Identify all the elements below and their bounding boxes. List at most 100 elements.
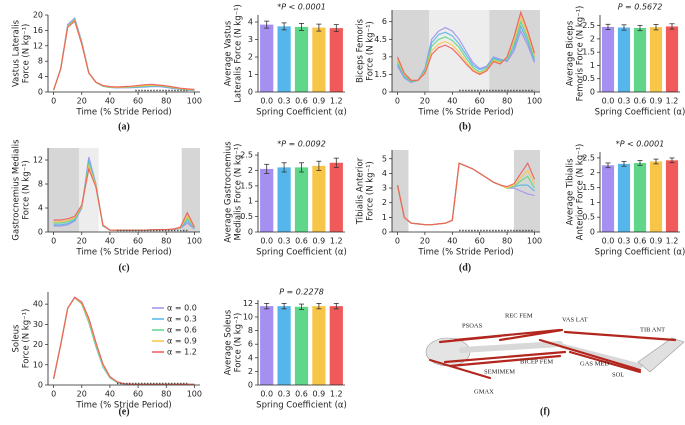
- bar: [277, 167, 291, 232]
- x-tick-label: 40: [105, 97, 115, 106]
- y-axis-label: Force (N kg⁻¹): [22, 160, 32, 220]
- y-tick-label: 2: [248, 367, 253, 376]
- x-axis-label: Spring Coefficient (α): [256, 108, 347, 118]
- x-tick-label: 0.0: [260, 390, 273, 399]
- bar: [260, 306, 274, 385]
- bar: [633, 28, 647, 92]
- bar: [617, 27, 631, 93]
- y-axis-label: Average Vastus: [224, 20, 234, 86]
- x-tick-label: 0.0: [602, 97, 615, 106]
- x-tick-label: 80: [161, 237, 171, 246]
- y-axis-label: Anterior Force (N kg⁻¹): [576, 144, 586, 241]
- line-series: [396, 161, 536, 226]
- x-axis-label: Spring Coefficient (α): [256, 248, 347, 258]
- y-axis-label: Gastrocnemius Medialis: [12, 139, 22, 241]
- bar: [260, 168, 274, 232]
- y-tick-label: 20: [33, 340, 43, 349]
- y-axis-label: Average Tibialis: [566, 158, 576, 226]
- x-tick-label: 0.9: [650, 237, 663, 246]
- y-tick-label: 0.5: [582, 213, 595, 222]
- chart-line: 0 20 40 60 80 100 0 4 8 12 Time (% Stride Period) G…: [12, 139, 203, 258]
- x-tick-label: 80: [161, 97, 171, 106]
- bar: [649, 27, 663, 93]
- y-tick-label: 2.5: [582, 21, 595, 30]
- bar: [329, 162, 343, 232]
- line-series: [396, 162, 535, 226]
- x-tick-label: 60: [133, 390, 143, 399]
- y-tick-label: 0: [38, 381, 43, 390]
- y-tick-label: 0: [38, 88, 43, 97]
- legend-label: α = 0.3: [167, 315, 197, 324]
- bar: [294, 167, 309, 232]
- y-tick-label: 0.5: [582, 74, 595, 83]
- x-tick-label: 20: [420, 237, 430, 246]
- y-tick-label: 1: [382, 213, 387, 222]
- x-tick-label: 100: [527, 97, 542, 106]
- y-tick-label: 4: [248, 353, 253, 362]
- y-tick-label: 2: [248, 166, 253, 175]
- chart-bar: 0.0 0.3 0.6 0.9 1.2 P = 0.5672 0 0.5 1 1.5 2 2.5 Spr…: [566, 3, 685, 118]
- chart-bar: 0.0 0.3 0.6 0.9 1.2 *P < 0.0001 0 0.5 1 1.5 2 2.5 Sp…: [566, 140, 685, 258]
- y-tick-label: 16: [33, 26, 43, 35]
- y-tick-label: 1.5: [374, 70, 387, 79]
- muscle-label: BICEP FEM: [520, 358, 553, 365]
- x-tick-label: 0: [51, 390, 56, 399]
- chart-line: 0 20 40 60 80 100 0 1.5 3 4.5 6 Time (% Stride Peri…: [356, 10, 542, 118]
- x-tick-label: 0: [51, 97, 56, 106]
- y-tick-label: 0: [248, 381, 253, 390]
- x-tick-label: 0: [51, 237, 56, 246]
- x-tick-label: 0.9: [650, 97, 663, 106]
- bar: [294, 306, 309, 385]
- y-tick-label: 1: [248, 70, 253, 79]
- y-tick-label: 4: [382, 169, 387, 178]
- x-tick-label: 1.2: [666, 97, 679, 106]
- chart-bar: 0.0 0.3 0.6 0.9 1.2 P = 0.2278 0 2 4 6 8 10 12 Spring…: [224, 288, 347, 411]
- x-tick-label: 80: [502, 237, 512, 246]
- x-axis-label: Time (% Stride Period): [75, 248, 171, 258]
- y-tick-label: 0: [248, 228, 253, 237]
- bar: [312, 27, 326, 93]
- x-tick-label: 0.6: [295, 390, 308, 399]
- y-tick-label: 5: [382, 154, 387, 163]
- x-tick-label: 60: [475, 97, 485, 106]
- y-axis-label: Average Gastrocnemius: [224, 141, 234, 243]
- x-tick-label: 1.2: [330, 97, 343, 106]
- x-tick-label: 20: [77, 390, 87, 399]
- x-tick-label: 40: [105, 237, 115, 246]
- line-series: [53, 17, 195, 91]
- panel-label: (f): [540, 406, 550, 417]
- x-tick-label: 1.2: [330, 237, 343, 246]
- y-tick-label: 0: [248, 88, 253, 97]
- legend-label: α = 0.0: [167, 304, 197, 313]
- annotation: P = 0.2278: [279, 288, 324, 297]
- muscle-label: SEMIMEM: [484, 368, 515, 375]
- y-tick-label: 0: [590, 88, 595, 97]
- y-axis-label: Force (N kg⁻¹): [366, 161, 376, 221]
- bar: [277, 306, 291, 385]
- x-tick-label: 100: [527, 237, 542, 246]
- shaded-region: [392, 150, 409, 232]
- muscle-label: VAS LAT: [562, 316, 588, 323]
- x-axis-label: Time (% Stride Period): [75, 401, 171, 411]
- x-tick-label: 0.6: [634, 237, 647, 246]
- shaded-region: [181, 148, 200, 232]
- panel-label: (a): [118, 121, 130, 132]
- x-tick-label: 80: [502, 97, 512, 106]
- y-axis-label: Vastus Lateralis: [12, 19, 22, 87]
- x-tick-label: 60: [133, 97, 143, 106]
- x-tick-label: 40: [447, 237, 457, 246]
- muscle-label: REC FEM: [505, 312, 533, 319]
- muscle-label: PSOAS: [462, 322, 483, 329]
- y-axis-label: Force (N kg⁻¹): [366, 21, 376, 81]
- x-tick-label: 60: [475, 237, 485, 246]
- y-axis-label: Femoris Force (N kg⁻¹): [576, 6, 586, 102]
- y-tick-label: 2.5: [240, 151, 253, 160]
- x-tick-label: 40: [447, 97, 457, 106]
- y-tick-label: 2: [382, 198, 387, 207]
- bar: [649, 161, 663, 232]
- y-tick-label: 1: [590, 61, 595, 70]
- bar: [312, 306, 326, 385]
- x-tick-label: 60: [133, 237, 143, 246]
- line-series: [396, 162, 536, 226]
